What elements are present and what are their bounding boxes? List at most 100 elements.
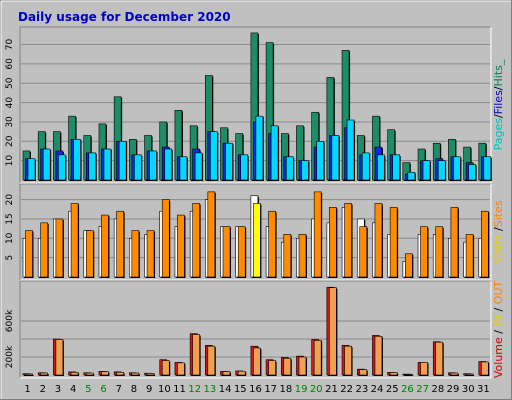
x-tick-label: 26 xyxy=(401,384,414,395)
bar-out xyxy=(146,373,155,376)
y-tick-label: 15 xyxy=(5,213,15,224)
bar-pages xyxy=(437,160,446,181)
bar-pages xyxy=(270,125,279,181)
bar-pages xyxy=(42,148,51,181)
bar-out xyxy=(131,372,140,376)
bar-sites xyxy=(237,226,246,278)
bar-pages xyxy=(331,135,340,181)
x-tick-label: 2 xyxy=(40,384,46,395)
bar-pages xyxy=(134,154,142,181)
bar-pages xyxy=(407,171,416,181)
bar-sites xyxy=(344,203,352,278)
bar-sites xyxy=(116,210,124,278)
y-tick-label: 40 xyxy=(5,97,15,109)
y-axis-label-part: / xyxy=(492,327,505,338)
x-tick-label: 7 xyxy=(116,384,122,395)
x-tick-label: 23 xyxy=(355,384,368,395)
bar-sites xyxy=(101,214,109,278)
y-axis-label-part: Files xyxy=(492,90,505,114)
y-axis-label-part: Volume xyxy=(492,337,505,378)
y-tick-label: 20 xyxy=(5,135,15,147)
bar-sites xyxy=(253,203,261,278)
x-tick-label: 12 xyxy=(188,384,201,395)
bar-out xyxy=(40,372,48,376)
x-tick-label: 24 xyxy=(371,384,384,395)
y-tick-label: 20 xyxy=(5,194,15,206)
bar-pages xyxy=(422,160,431,181)
bar-sites xyxy=(359,226,368,278)
x-tick-label: 15 xyxy=(234,384,247,395)
bar-out xyxy=(374,335,383,376)
bar-sites xyxy=(298,234,307,278)
y-axis-label: Visits /Sites xyxy=(492,200,505,263)
y-tick-label: 10 xyxy=(5,232,15,244)
x-tick-label: 4 xyxy=(70,384,76,395)
bar-out xyxy=(283,358,292,376)
bar-out xyxy=(450,372,459,376)
bar-pages xyxy=(225,142,233,181)
bar-pages xyxy=(468,164,476,181)
y-axis-label-part: Pages xyxy=(492,118,505,151)
bar-out xyxy=(177,362,185,376)
x-tick-label: 31 xyxy=(477,384,490,395)
x-tick-label: 6 xyxy=(100,384,106,395)
bar-pages xyxy=(27,158,36,181)
bar-sites xyxy=(192,203,200,278)
y-tick-label: 200k xyxy=(5,345,15,368)
panel-3: 200k 600k Volume / IN / OUT xyxy=(5,280,505,379)
bar-pages xyxy=(255,115,264,181)
bar-out xyxy=(344,345,352,376)
bar-pages xyxy=(210,131,218,181)
bar-sites xyxy=(268,210,276,278)
y-tick-label: 30 xyxy=(5,116,15,128)
bar-sites xyxy=(405,253,413,278)
bar-pages xyxy=(103,148,112,181)
x-tick-label: 1 xyxy=(24,384,30,395)
bar-pages xyxy=(453,156,461,181)
y-tick-label: 60 xyxy=(5,58,15,70)
bar-pages xyxy=(58,154,66,181)
bar-shadow xyxy=(467,374,475,376)
y-tick-label: 70 xyxy=(5,39,15,51)
x-tick-label: 29 xyxy=(447,384,460,395)
x-tick-label: 27 xyxy=(416,384,429,395)
bar-out xyxy=(389,372,398,376)
bar-sites xyxy=(85,230,94,278)
bar-sites xyxy=(222,226,231,278)
bar-out xyxy=(481,361,489,376)
bar-out xyxy=(268,360,276,376)
y-axis-label-part: OUT xyxy=(492,281,505,305)
x-tick-label: 16 xyxy=(249,384,262,395)
bar-out xyxy=(359,369,368,376)
bar-sites xyxy=(329,207,337,278)
bar-sites xyxy=(283,234,292,278)
bar-out xyxy=(329,287,337,376)
bar-pages xyxy=(179,156,188,181)
bar-out xyxy=(237,370,246,376)
bar-sites xyxy=(450,207,459,278)
x-tick-label: 11 xyxy=(173,384,186,395)
bar-out xyxy=(161,360,170,376)
x-tick-label: 13 xyxy=(204,384,217,395)
bar-out xyxy=(192,334,200,376)
panel-2: 5 10 15 20 Visits /Sites xyxy=(5,183,505,281)
bar-sites xyxy=(70,203,79,278)
bar-out xyxy=(298,356,307,376)
x-tick-label: 28 xyxy=(431,384,444,395)
bar-pages xyxy=(240,154,249,181)
bar-out xyxy=(435,341,444,376)
bar-pages xyxy=(346,119,355,181)
bar-pages xyxy=(361,152,370,181)
bar-sites xyxy=(389,207,398,278)
bar-out xyxy=(313,340,322,376)
bar-out xyxy=(420,362,428,376)
bar-sites xyxy=(25,230,33,278)
x-tick-label: 18 xyxy=(280,384,293,395)
bar-out xyxy=(207,345,216,376)
y-tick-label: 10 xyxy=(5,155,15,167)
bar-sites xyxy=(481,210,489,278)
y-axis-label-part: / xyxy=(492,227,505,234)
y-axis-label: Pages/Files/Hits_ xyxy=(492,59,505,150)
